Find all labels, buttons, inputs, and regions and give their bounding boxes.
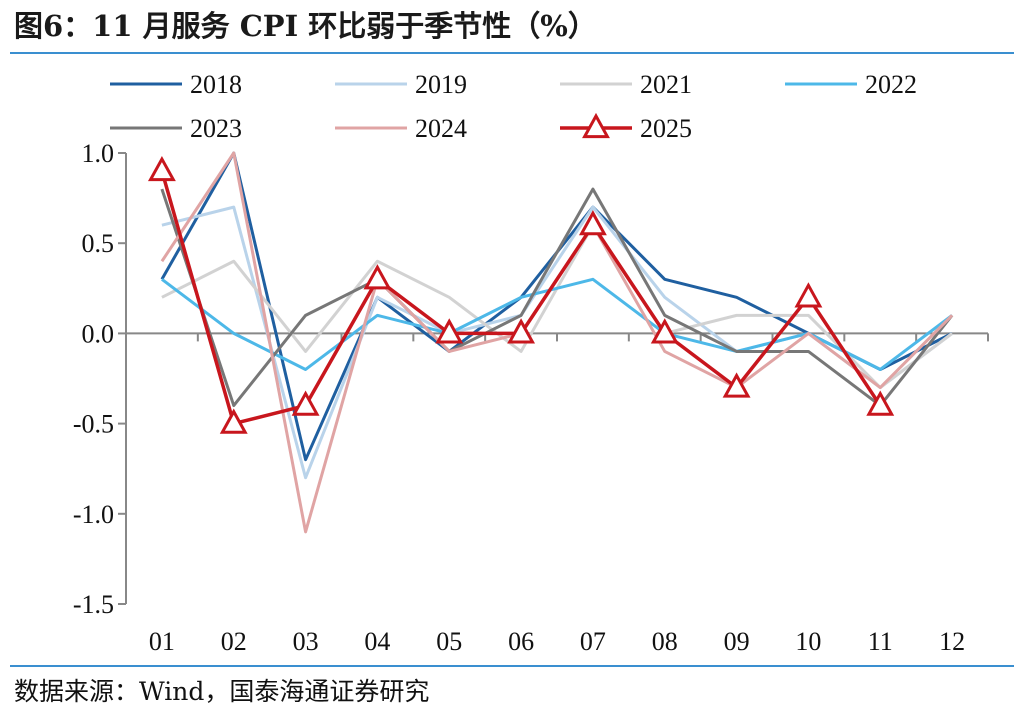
data-point-2025	[435, 318, 464, 344]
line-chart: 2018 2019 2021 2022 2023 2024 2025 1.0 0.5 0.0 -0…	[73, 70, 989, 656]
x-tick-label: 01	[149, 627, 175, 656]
x-tick-label: 08	[652, 627, 678, 656]
data-point-2025	[219, 408, 248, 434]
data-point-2025	[578, 210, 607, 236]
data-point-2025	[794, 282, 823, 308]
legend-label: 2024	[415, 114, 467, 143]
x-tick-label: 07	[580, 627, 606, 656]
legend-item-2023: 2023	[110, 114, 242, 143]
data-point-2025	[507, 318, 536, 344]
legend: 2018 2019 2021 2022 2023 2024 2025	[110, 70, 917, 143]
y-tick-label: 0.5	[82, 229, 115, 258]
y-tick-label: -1.0	[73, 500, 114, 529]
series-markers	[147, 155, 895, 434]
data-point-2025	[363, 264, 392, 290]
series-lines	[160, 151, 954, 534]
x-axis: 01 02 03 04 05 06 07 08 09 10 11 12	[125, 332, 989, 656]
x-tick-label: 11	[868, 627, 893, 656]
legend-item-2021: 2021	[560, 70, 692, 99]
title-divider	[10, 52, 1014, 54]
x-tick-label: 12	[939, 627, 965, 656]
legend-item-2025: 2025	[560, 112, 692, 143]
legend-item-2022: 2022	[785, 70, 917, 99]
legend-marker	[582, 112, 610, 139]
x-tick-label: 06	[508, 627, 534, 656]
x-tick-label: 10	[795, 627, 821, 656]
data-point-2025	[866, 390, 895, 416]
legend-item-2024: 2024	[335, 114, 467, 143]
x-tick-label: 04	[364, 627, 390, 656]
legend-item-2019: 2019	[335, 70, 467, 99]
series-line-2022	[161, 277, 953, 371]
legend-label: 2022	[865, 70, 917, 99]
y-axis: 1.0 0.5 0.0 -0.5 -1.0 -1.5	[73, 139, 127, 619]
y-tick-label: -0.5	[73, 410, 114, 439]
x-tick-label: 09	[724, 627, 750, 656]
series-line-2023	[160, 187, 954, 408]
legend-label: 2019	[415, 70, 467, 99]
x-tick-label: 02	[221, 627, 247, 656]
data-point-2025	[650, 318, 679, 344]
x-tick-label: 03	[293, 627, 319, 656]
legend-label: 2025	[640, 114, 692, 143]
legend-label: 2021	[640, 70, 692, 99]
data-point-2025	[722, 372, 751, 398]
footer-divider	[10, 665, 1014, 667]
data-point-2025	[147, 155, 176, 182]
y-tick-label: 1.0	[82, 139, 115, 168]
y-tick-label: 0.0	[82, 319, 115, 348]
source-note: 数据来源：Wind，国泰海通证券研究	[14, 677, 430, 706]
y-tick-label: -1.5	[73, 590, 114, 619]
x-tick-label: 05	[436, 627, 462, 656]
legend-label: 2023	[190, 114, 242, 143]
legend-item-2018: 2018	[110, 70, 242, 99]
chart-title: 图6：11 月服务 CPI 环比弱于季节性（%）	[14, 9, 597, 43]
legend-label: 2018	[190, 70, 242, 99]
data-point-2025	[291, 390, 320, 416]
